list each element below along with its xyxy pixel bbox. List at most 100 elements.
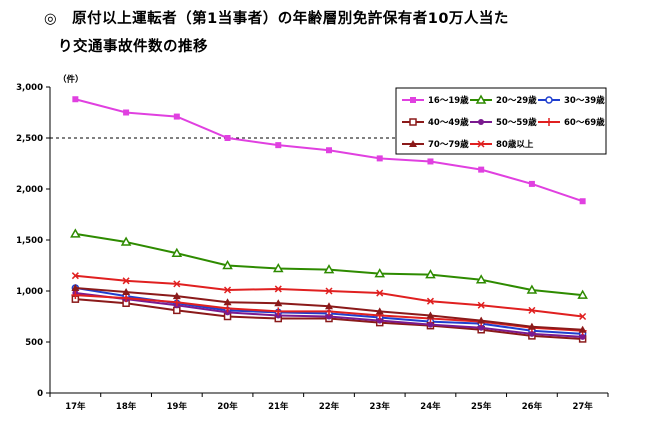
- series-5: [72, 290, 586, 340]
- data-point: [579, 333, 586, 340]
- data-point: [376, 155, 383, 162]
- x-tick-label: 19年: [167, 401, 188, 412]
- series-8: [71, 272, 587, 321]
- data-point: [478, 324, 485, 331]
- data-point: [578, 325, 587, 333]
- legend-marker: [477, 140, 485, 148]
- data-point: [478, 166, 485, 173]
- x-tick-label: 27年: [572, 401, 593, 412]
- data-point: [376, 289, 384, 297]
- legend-marker: [545, 96, 553, 104]
- data-point: [274, 285, 282, 293]
- y-tick-label: 500: [25, 338, 43, 348]
- y-tick-label: 3,000: [16, 83, 43, 93]
- data-point: [376, 317, 383, 324]
- data-point: [223, 298, 232, 306]
- data-point: [325, 287, 333, 295]
- series-1: [72, 96, 586, 205]
- data-point: [579, 198, 586, 205]
- series-2: [70, 228, 588, 299]
- data-point: [426, 311, 435, 319]
- data-point: [427, 158, 434, 165]
- series-7: [71, 283, 587, 333]
- legend-entry: 80歳以上: [470, 139, 534, 150]
- data-point: [528, 330, 535, 337]
- data-point: [71, 291, 80, 300]
- data-point: [526, 284, 538, 294]
- legend-label: 40～49歳: [428, 117, 469, 128]
- legend-marker: [545, 118, 553, 126]
- data-point: [120, 236, 132, 246]
- legend-entry: 50～59歳: [470, 117, 537, 128]
- data-point: [528, 306, 536, 314]
- data-point: [275, 142, 282, 149]
- data-point: [122, 294, 131, 303]
- data-point: [577, 289, 588, 299]
- legend-label: 30～39歳: [564, 95, 605, 106]
- data-point: [122, 277, 130, 285]
- data-point: [527, 322, 536, 330]
- data-point: [222, 259, 233, 270]
- data-point: [274, 299, 283, 307]
- legend-label: 20～29歳: [496, 95, 537, 106]
- data-point: [528, 180, 535, 187]
- legend-label: 70～79歳: [428, 139, 469, 150]
- legend-label: 60～69歳: [564, 117, 605, 128]
- data-point: [224, 286, 232, 294]
- data-point: [172, 292, 181, 300]
- data-point: [477, 301, 485, 309]
- y-tick-label: 2,500: [16, 134, 43, 144]
- data-point: [375, 307, 384, 315]
- data-point: [72, 96, 79, 103]
- data-point: [171, 247, 183, 258]
- data-point: [326, 147, 332, 154]
- data-point: [71, 283, 80, 291]
- chart-legend: 16～19歳 20～29歳 30～39歳 40～49歳 50～59歳 60～69歳 70～7…: [395, 87, 607, 155]
- legend-entry: 60～69歳: [538, 117, 605, 128]
- data-point: [272, 263, 284, 273]
- x-tick-label: 23年: [370, 401, 391, 412]
- data-point: [70, 228, 81, 238]
- data-point: [374, 268, 386, 278]
- x-tick-label: 22年: [319, 401, 340, 412]
- y-tick-label: 2,000: [16, 185, 43, 195]
- data-point: [274, 307, 283, 316]
- data-point: [173, 280, 181, 288]
- legend-marker: [409, 118, 417, 126]
- chart-title-line2: り交通事故件数の推移: [58, 39, 208, 55]
- y-tick-label: 1,000: [16, 287, 43, 297]
- legend-box: [395, 87, 607, 155]
- series-6: [71, 291, 587, 335]
- x-tick-label: 26年: [522, 401, 543, 412]
- x-tick-label: 18年: [116, 401, 137, 412]
- chart-axes: 0 500 1,000 1,500 2,000 2,500 3,000 （件） 17年 18年 19…: [16, 74, 609, 412]
- x-tick-label: 25年: [471, 401, 492, 412]
- x-tick-label: 21年: [268, 401, 289, 412]
- x-tick-label: 17年: [65, 401, 86, 412]
- data-point: [71, 272, 79, 280]
- data-point: [477, 316, 486, 324]
- legend-entry: 30～39歳: [538, 95, 605, 106]
- data-point: [224, 135, 231, 141]
- y-tick-label: 1,500: [16, 236, 43, 246]
- data-point: [426, 297, 434, 305]
- x-tick-label: 20年: [217, 401, 238, 412]
- data-point: [122, 288, 131, 296]
- data-point: [425, 269, 436, 279]
- y-unit-label: （件）: [58, 74, 84, 85]
- legend-marker: [410, 97, 416, 103]
- data-point: [172, 298, 181, 307]
- data-point: [325, 302, 333, 310]
- data-point: [323, 264, 335, 274]
- data-point: [223, 304, 232, 313]
- legend-marker: [475, 94, 487, 104]
- data-point: [579, 312, 587, 321]
- x-tick-label: 24年: [420, 401, 441, 412]
- legend-marker: [478, 119, 484, 125]
- data-point: [275, 312, 282, 319]
- legend-entry: 40～49歳: [402, 117, 469, 128]
- legend-label: 16～19歳: [428, 95, 469, 106]
- data-point: [173, 113, 180, 120]
- legend-entry: 20～29歳: [470, 94, 537, 106]
